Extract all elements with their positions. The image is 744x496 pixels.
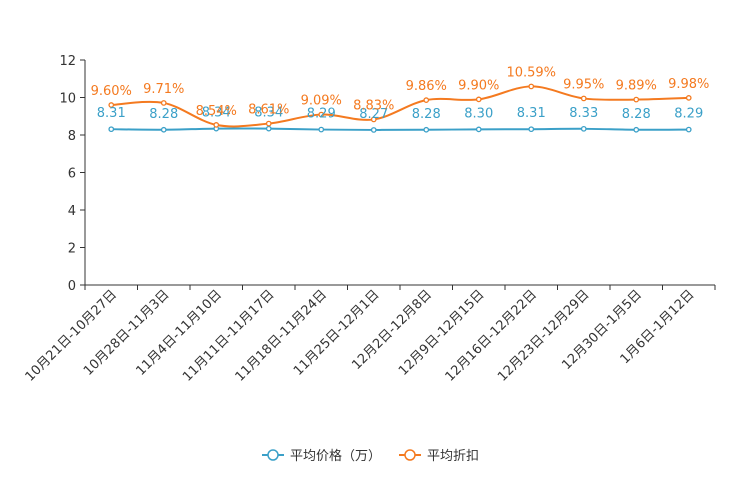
data-label-1: 9.98% <box>668 77 709 92</box>
data-point-1[interactable] <box>633 96 640 103</box>
data-label-1: 8.54% <box>196 104 237 119</box>
x-tick-label: 10月21日-10月27日 <box>23 287 120 384</box>
data-point-1[interactable] <box>370 116 377 123</box>
y-tick-label: 4 <box>68 204 76 219</box>
data-label-1: 8.61% <box>248 103 289 118</box>
data-point-1[interactable] <box>528 83 535 90</box>
y-tick-label: 8 <box>68 129 76 144</box>
data-point-0[interactable] <box>318 126 325 133</box>
data-label-1: 9.09% <box>301 94 342 109</box>
data-point-0[interactable] <box>370 127 377 133</box>
legend-item-discount[interactable]: 平均折扣 <box>399 449 479 464</box>
y-tick-label: 10 <box>59 92 76 107</box>
data-point-1[interactable] <box>685 95 692 101</box>
data-label-0: 8.28 <box>149 107 178 122</box>
data-label-1: 9.90% <box>458 78 499 93</box>
y-tick-label: 6 <box>68 167 76 182</box>
data-point-1[interactable] <box>108 102 115 108</box>
series-lines <box>108 83 692 133</box>
data-point-0[interactable] <box>633 126 640 133</box>
data-point-0[interactable] <box>475 126 482 133</box>
data-point-1[interactable] <box>160 100 167 106</box>
y-tick-label: 2 <box>68 242 76 257</box>
data-point-1[interactable] <box>213 122 220 128</box>
data-label-0: 8.27 <box>359 107 388 122</box>
data-label-0: 8.31 <box>517 106 546 121</box>
data-label-0: 8.31 <box>97 106 126 121</box>
data-label-1: 9.86% <box>406 79 447 94</box>
y-tick-label: 0 <box>68 279 76 294</box>
data-labels: 8.31 8.28 8.34 8.34 8.29 8.27 8.28 8.30 8.31 8.33… <box>91 65 710 122</box>
legend-label-discount: 平均折扣 <box>427 449 479 464</box>
x-tick-label: 12月16日-12月22日 <box>443 287 540 384</box>
data-label-0: 8.28 <box>622 107 651 122</box>
data-point-0[interactable] <box>108 126 115 133</box>
data-label-0: 8.34 <box>254 106 283 121</box>
data-point-0[interactable] <box>265 125 272 132</box>
legend-label-price: 平均价格（万） <box>290 448 381 464</box>
data-point-0[interactable] <box>528 126 535 133</box>
data-label-0: 8.34 <box>202 106 231 121</box>
data-label-1: 9.60% <box>91 84 132 99</box>
legend-marker-discount <box>404 449 416 461</box>
data-label-1: 10.59% <box>506 65 556 80</box>
data-label-0: 8.33 <box>569 106 598 121</box>
data-point-1[interactable] <box>580 95 587 102</box>
data-label-1: 9.89% <box>616 79 657 94</box>
data-label-0: 8.28 <box>412 107 441 122</box>
data-point-0[interactable] <box>685 126 692 133</box>
x-tick-label: 11月18日-11月24日 <box>233 287 330 384</box>
data-point-0[interactable] <box>160 126 167 133</box>
data-point-0[interactable] <box>580 125 587 132</box>
x-tick-label: 12月23日-12月29日 <box>495 287 592 384</box>
data-point-0[interactable] <box>423 126 430 133</box>
legend-item-price[interactable]: 平均价格（万） <box>262 448 381 464</box>
data-point-1[interactable] <box>318 111 325 118</box>
data-point-1[interactable] <box>265 120 272 127</box>
legend: 平均价格（万） 平均折扣 <box>262 448 479 464</box>
data-label-0: 8.29 <box>307 107 336 122</box>
data-label-1: 8.83% <box>353 98 394 113</box>
series-line-1 <box>111 85 689 128</box>
x-tick-label: 11月11日-11月17日 <box>180 287 277 384</box>
data-point-1[interactable] <box>423 97 430 103</box>
data-point-1[interactable] <box>475 96 482 103</box>
data-label-0: 8.30 <box>464 106 493 121</box>
y-tick-label: 12 <box>59 54 76 69</box>
series-line-0 <box>111 127 689 131</box>
data-label-1: 9.71% <box>143 82 184 97</box>
data-label-0: 8.29 <box>674 107 703 122</box>
legend-marker-price <box>267 449 279 461</box>
data-label-1: 9.95% <box>563 77 604 92</box>
